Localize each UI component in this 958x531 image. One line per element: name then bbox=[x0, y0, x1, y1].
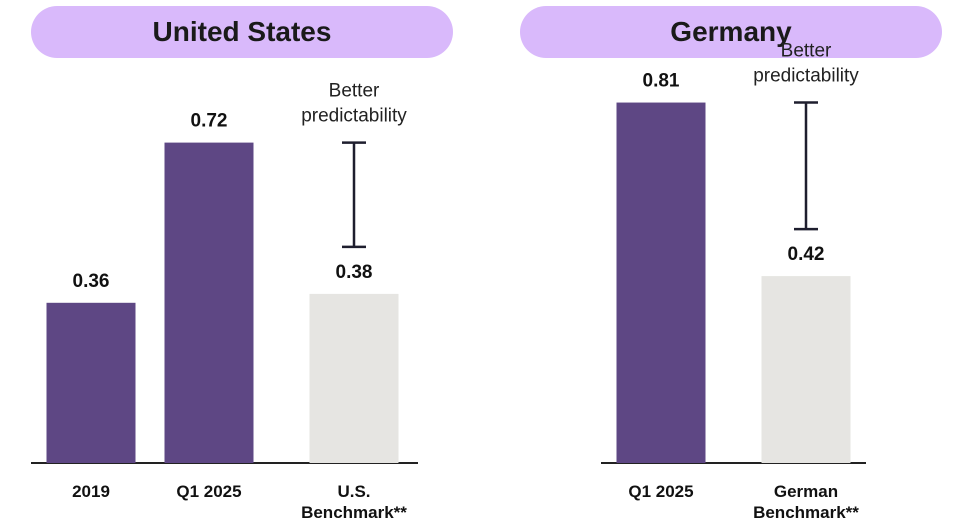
us-bar-chart: 0.36 2019 0.72 Q1 2025 0.38 U.S. Benchmark** Be… bbox=[31, 81, 418, 522]
us-predictability-bracket bbox=[342, 141, 366, 249]
us-bar-value-2: 0.38 bbox=[336, 262, 373, 283]
us-bar-value-0: 0.36 bbox=[73, 271, 110, 292]
us-annotation-line-2: predictability bbox=[301, 106, 407, 127]
germany-annotation-line-2: predictability bbox=[753, 66, 859, 87]
us-bar-0 bbox=[46, 302, 136, 463]
germany-category-label-1-line-1: Benchmark** bbox=[753, 503, 859, 522]
us-category-label-2-line-0: U.S. bbox=[337, 482, 370, 501]
us-panel: United States 0.36 2019 0.72 Q1 2025 0.38 U.S… bbox=[0, 0, 470, 531]
germany-bar-1 bbox=[761, 276, 851, 463]
germany-bar-value-1: 0.42 bbox=[788, 244, 825, 265]
germany-chart-title: Germany bbox=[670, 16, 792, 47]
germany-category-label-1-line-0: German bbox=[774, 482, 838, 501]
germany-bar-0 bbox=[616, 102, 706, 464]
germany-predictability-bracket bbox=[794, 101, 818, 231]
us-chart-title: United States bbox=[152, 16, 332, 47]
germany-annotation-line-1: Better bbox=[781, 41, 832, 62]
germany-title-pill: Germany bbox=[520, 6, 942, 58]
us-bar-2 bbox=[309, 293, 399, 463]
us-bar-1 bbox=[164, 142, 254, 463]
us-category-label-2-line-1: Benchmark** bbox=[301, 503, 407, 522]
germany-bar-value-0: 0.81 bbox=[643, 71, 680, 92]
us-category-label-0: 2019 bbox=[72, 482, 110, 501]
germany-category-label-0: Q1 2025 bbox=[628, 482, 693, 501]
us-category-label-1: Q1 2025 bbox=[176, 482, 241, 501]
us-bar-value-1: 0.72 bbox=[191, 111, 228, 132]
us-title-pill: United States bbox=[31, 6, 453, 58]
us-annotation-line-1: Better bbox=[329, 81, 380, 102]
